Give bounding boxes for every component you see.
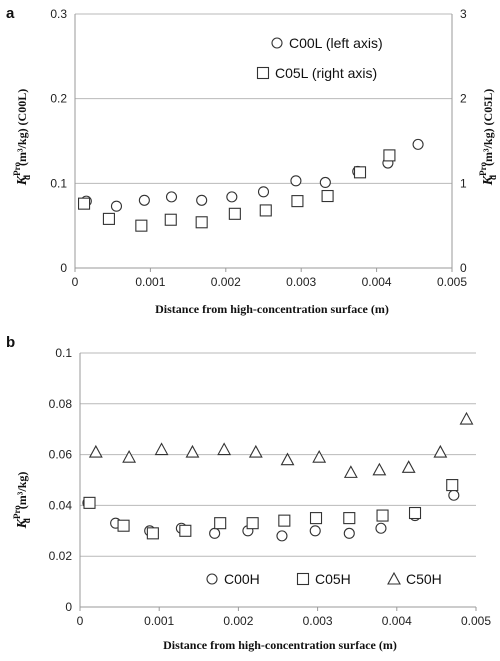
data-point-square — [146, 527, 159, 540]
data-point-square — [228, 207, 241, 220]
data-point-circle — [209, 527, 221, 539]
data-point-circle — [309, 525, 321, 537]
x-tick-label: 0.005 — [461, 614, 491, 628]
y-tick-label: 0 — [65, 600, 72, 614]
legend-label: C00L (left axis) — [289, 35, 383, 51]
data-point-circle — [226, 191, 238, 203]
data-point-square — [383, 149, 396, 162]
data-point-square — [259, 204, 272, 217]
x-tick-label: 0.003 — [303, 614, 333, 628]
legend-label: C00H — [224, 571, 260, 587]
data-point-circle — [138, 194, 150, 206]
data-point-square — [278, 514, 291, 527]
y2-tick-label: 2 — [460, 92, 467, 106]
data-point-triangle — [401, 460, 416, 473]
data-point-square — [179, 524, 192, 537]
data-point-square — [408, 506, 422, 520]
data-point-square — [291, 195, 304, 208]
data-point-square — [246, 517, 259, 530]
data-point-square — [117, 519, 130, 532]
data-point-square — [214, 517, 227, 530]
x-tick-label: 0.002 — [211, 275, 241, 289]
legend-a: C00L (left axis) C05L (right axis) — [256, 35, 383, 81]
legend-marker-square — [296, 572, 310, 586]
data-point-triangle — [185, 444, 200, 458]
data-point-circle — [375, 522, 387, 534]
y-axis-title-b: KProd (m³/kg) — [12, 472, 32, 530]
data-point-triangle — [88, 444, 103, 458]
data-point-circle — [165, 191, 178, 203]
x-tick-label: 0.004 — [382, 614, 412, 628]
y-tick-label: 0.1 — [55, 346, 72, 360]
chart-panel-b: b 0 0.001 0.002 0.003 0.004 0.005 0 0.02 0.04 0.… — [6, 334, 491, 652]
data-point-triangle — [154, 442, 169, 456]
data-point-circle — [290, 175, 302, 187]
data-point-triangle — [312, 449, 327, 463]
y-tick-label: 0 — [60, 261, 67, 275]
x-tick-label: 0 — [77, 614, 84, 628]
x-tick-label: 0.002 — [223, 614, 253, 628]
x-tick-label: 0.005 — [437, 275, 467, 289]
x-tick-label: 0 — [72, 275, 79, 289]
x-tick-label: 0.004 — [362, 275, 392, 289]
data-point-triangle — [122, 449, 137, 463]
data-point-square — [135, 219, 148, 232]
data-point-triangle — [459, 411, 474, 425]
data-point-circle — [343, 527, 355, 539]
chart-panel-a: a 0 0.001 0.002 0.003 0.004 0.005 00.10.20.3 … — [6, 5, 498, 316]
legend-label: C05H — [315, 571, 351, 587]
legend-marker-triangle — [387, 571, 401, 585]
data-point-triangle — [372, 462, 387, 476]
data-point-circle — [319, 176, 331, 189]
y-tick-label: 0.02 — [49, 549, 73, 563]
data-point-square — [164, 213, 177, 226]
y-axis-title-a: KProd (m³/kg) (C00L) — [12, 89, 32, 186]
x-axis-title-a: Distance from high-concentration surface… — [155, 302, 389, 316]
data-point-triangle — [248, 444, 263, 458]
legend-marker-circle — [206, 573, 218, 585]
data-point-square — [77, 197, 91, 210]
data-point-square — [195, 216, 208, 229]
legend-b: C00H C05H C50H — [206, 571, 442, 587]
panel-label-a: a — [6, 5, 15, 22]
data-point-square — [321, 189, 334, 203]
data-point-square — [446, 479, 459, 492]
data-point-square — [83, 496, 96, 509]
data-point-circle — [257, 186, 270, 198]
legend-label: C50H — [406, 571, 442, 587]
y2-tick-label: 3 — [460, 7, 467, 21]
y-tick-label: 0.06 — [49, 448, 73, 462]
data-point-square — [343, 512, 356, 525]
x-tick-label: 0.003 — [286, 275, 316, 289]
y-tick-label: 0.08 — [49, 397, 73, 411]
legend-label: C05L (right axis) — [275, 65, 377, 81]
y-tick-label: 0.3 — [50, 7, 67, 21]
y-tick-label: 0.04 — [49, 498, 73, 512]
data-point-triangle — [343, 465, 358, 478]
panel-label-b: b — [6, 334, 15, 351]
data-point-triangle — [280, 452, 295, 466]
data-point-triangle — [433, 444, 448, 458]
data-point-triangle — [217, 442, 232, 456]
data-point-circle — [448, 489, 460, 501]
y2-axis-title-a: KProd (m³/kg) (C05L) — [478, 89, 498, 186]
data-point-square — [353, 166, 367, 179]
data-point-square — [376, 509, 389, 522]
legend-marker-circle — [271, 37, 283, 49]
data-point-square — [102, 212, 115, 225]
y2-tick-label: 1 — [460, 176, 467, 190]
data-point-circle — [196, 194, 208, 206]
legend-marker-square — [256, 66, 270, 80]
data-point-circle — [276, 530, 288, 542]
data-point-circle — [110, 200, 123, 212]
y-tick-label: 0.2 — [50, 92, 67, 106]
y-tick-label: 0.1 — [50, 176, 67, 190]
x-tick-label: 0.001 — [144, 614, 174, 628]
data-point-circle — [412, 138, 424, 150]
y2-tick-label: 0 — [460, 261, 467, 275]
x-tick-label: 0.001 — [135, 275, 165, 289]
data-point-square — [309, 512, 323, 525]
x-axis-title-b: Distance from high-concentration surface… — [163, 638, 397, 652]
